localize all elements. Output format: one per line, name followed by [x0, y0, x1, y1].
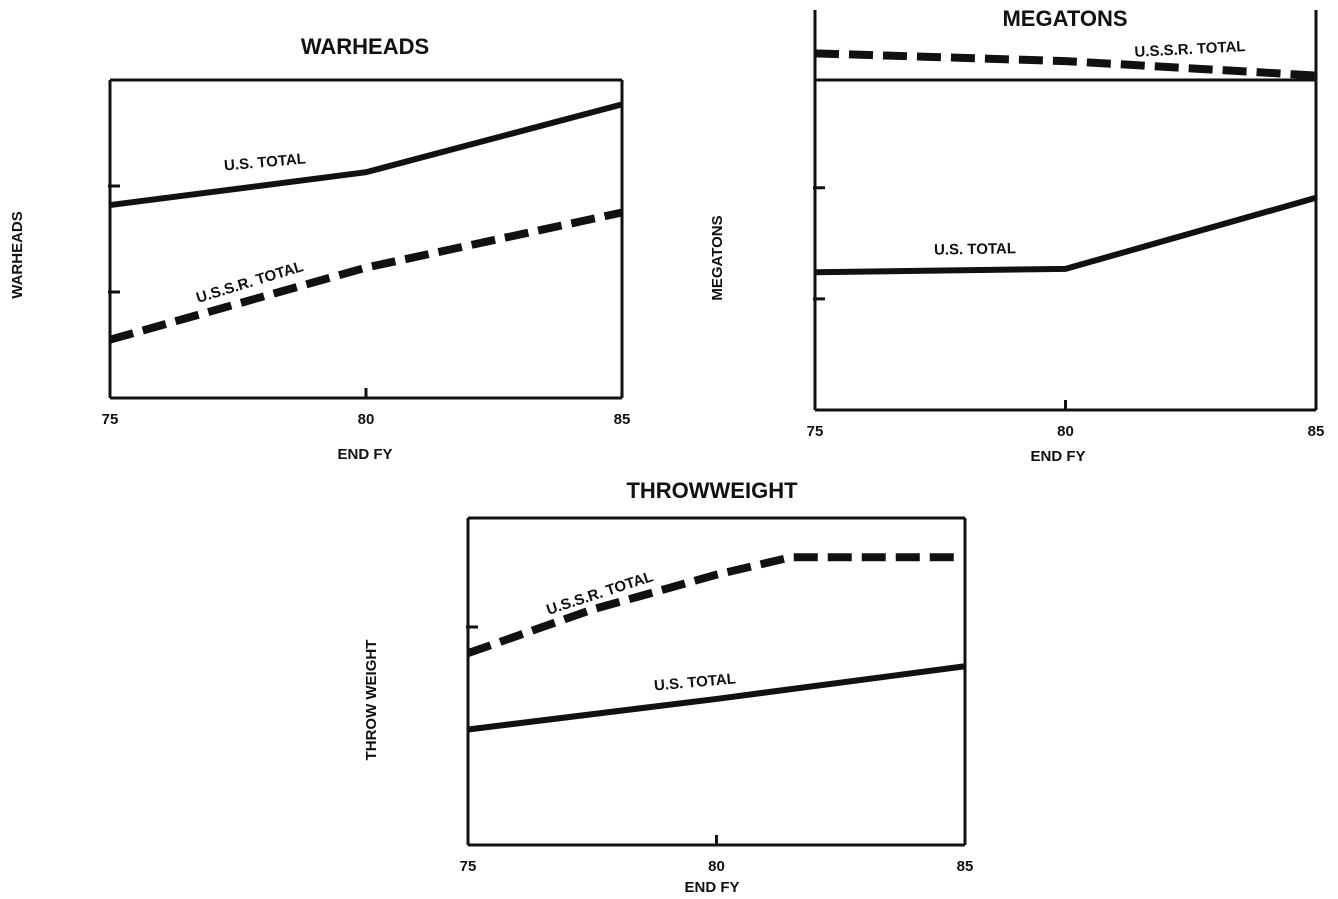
- x-tick-label: 75: [102, 411, 119, 428]
- x-tick-label: 75: [807, 423, 824, 440]
- x-tick-label: 85: [1308, 423, 1325, 440]
- x-axis-label: END FY: [1030, 448, 1085, 465]
- x-tick-label: 80: [708, 858, 725, 875]
- y-axis-label: WARHEADS: [9, 211, 26, 299]
- series-line: [108, 208, 623, 344]
- x-tick-label: 75: [460, 858, 477, 875]
- chart-title: WARHEADS: [301, 34, 429, 59]
- series-line: [814, 194, 1317, 276]
- x-tick-label: 85: [614, 411, 631, 428]
- x-axis-label: END FY: [337, 446, 392, 463]
- x-tick-label: 80: [358, 411, 375, 428]
- series-label: U.S. TOTAL: [223, 150, 306, 174]
- series-label: U.S. TOTAL: [653, 670, 736, 694]
- x-tick-label: 85: [957, 858, 974, 875]
- x-tick-label: 80: [1057, 423, 1074, 440]
- y-axis-label: MEGATONS: [709, 215, 726, 300]
- series-label: U.S. TOTAL: [934, 240, 1016, 258]
- chart-title: THROWWEIGHT: [626, 478, 798, 503]
- series-line: [109, 101, 623, 209]
- series-label: U.S.S.R. TOTAL: [1134, 38, 1246, 61]
- x-axis-label: END FY: [684, 879, 739, 896]
- chart-title: MEGATONS: [1002, 6, 1127, 31]
- series-line: [467, 663, 966, 733]
- series-line: [466, 553, 965, 657]
- series-line: [814, 49, 1317, 80]
- y-axis-label: THROW WEIGHT: [363, 640, 380, 761]
